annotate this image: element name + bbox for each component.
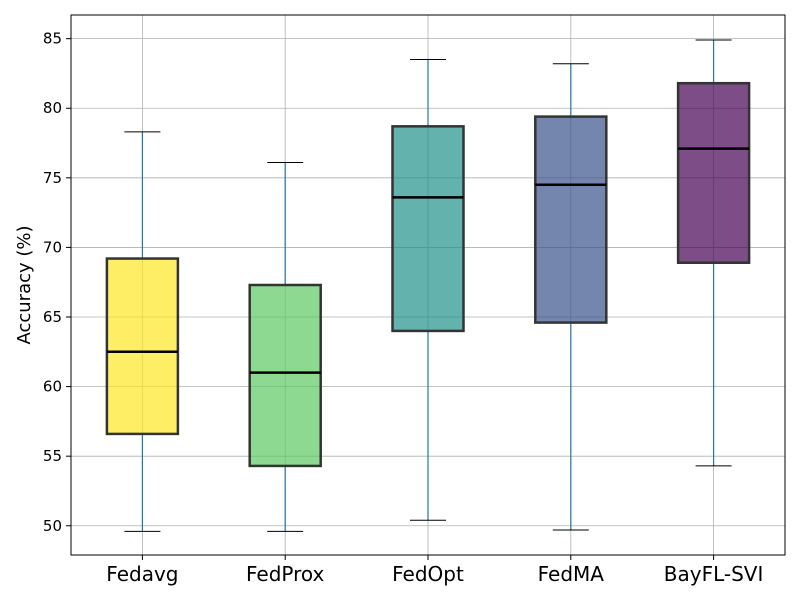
y-tick-layer: 50 55 60 65 70 75 80 85 (43, 30, 71, 535)
x-tick-layer: Fedavg FedProx FedOpt FedMA BayFL-SVI (106, 555, 763, 586)
iqr-box (248, 283, 322, 468)
box-group-bayfl-svi (676, 39, 751, 467)
y-tick-label: 70 (43, 238, 62, 256)
y-tick-label: 65 (43, 308, 62, 326)
iqr-box (534, 115, 608, 324)
box-group-fedprox (248, 162, 322, 532)
iqr-box (676, 81, 751, 264)
box-layer (105, 39, 751, 532)
y-tick-label: 80 (43, 99, 62, 117)
box-group-fedopt (391, 59, 465, 521)
x-tick-label: BayFL-SVI (664, 562, 764, 586)
y-tick-label: 85 (43, 30, 62, 48)
box-group-fedavg (105, 131, 180, 532)
y-axis-label: Accuracy (%) (14, 225, 35, 344)
y-tick-label: 50 (43, 517, 62, 535)
x-tick-label: Fedavg (106, 562, 178, 586)
iqr-box (391, 125, 465, 333)
y-tick-label: 55 (43, 447, 62, 465)
y-tick-label: 75 (43, 169, 62, 187)
x-tick-label: FedProx (246, 562, 325, 586)
x-tick-label: FedOpt (392, 562, 464, 586)
box-group-fedma (534, 63, 608, 531)
x-tick-label: FedMA (538, 562, 605, 586)
y-tick-label: 60 (43, 378, 62, 396)
iqr-box (105, 257, 180, 436)
